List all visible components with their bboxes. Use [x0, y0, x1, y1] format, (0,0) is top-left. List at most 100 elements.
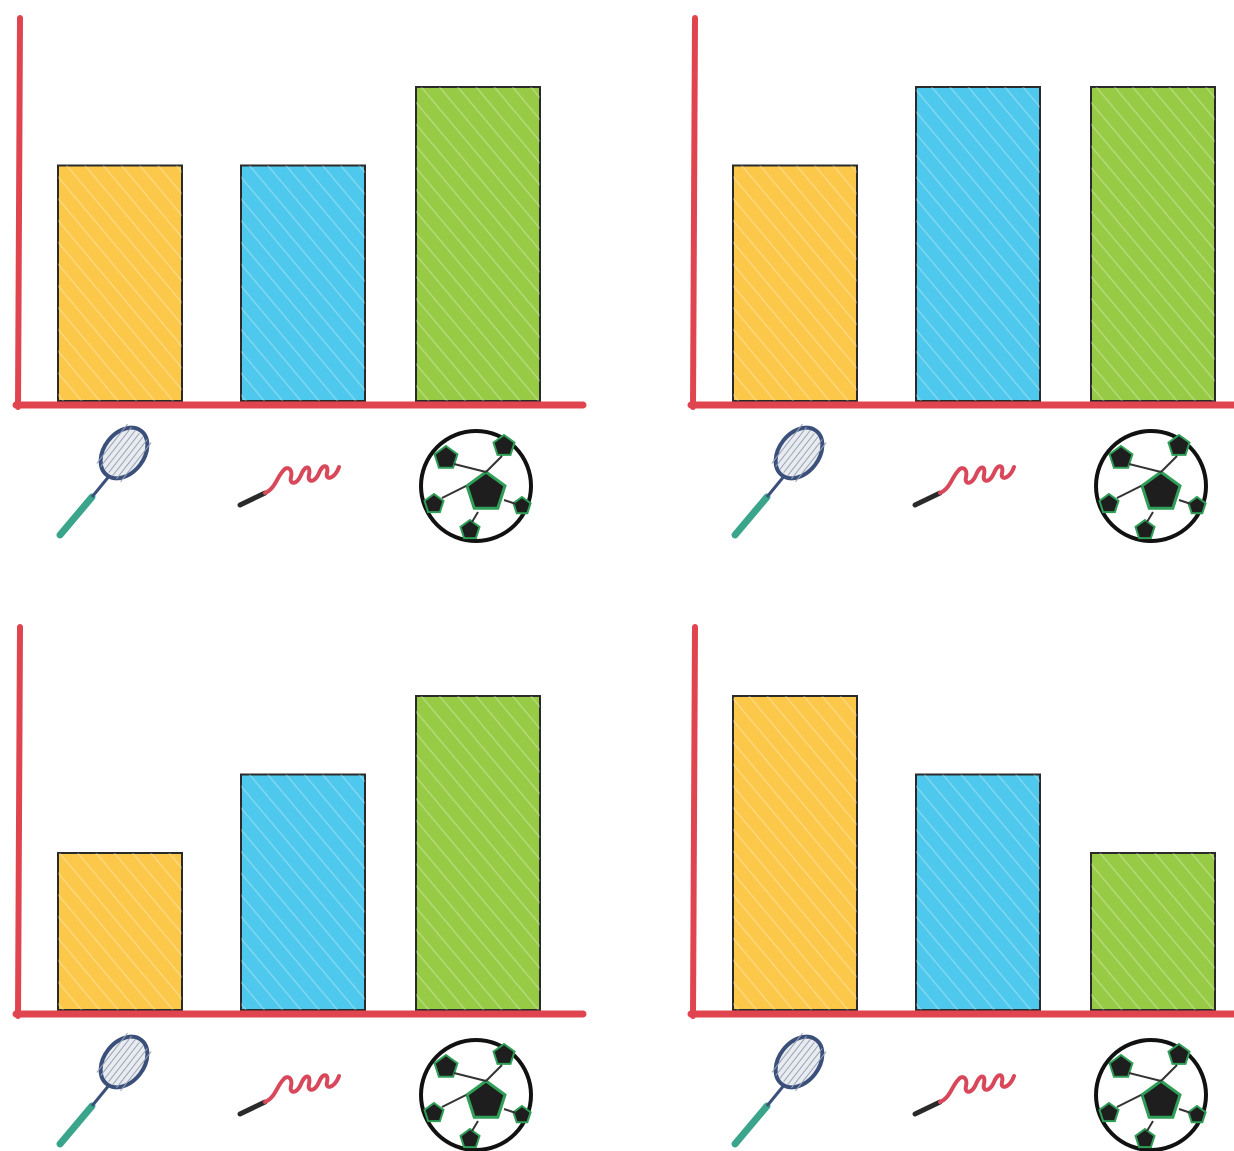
bar-hatch [916, 87, 1040, 401]
ball-seam [441, 1094, 467, 1108]
racket-grip [731, 1102, 771, 1148]
ball-seam [1128, 1072, 1162, 1082]
bar-hatch [58, 165, 182, 401]
racket-shaft [765, 474, 787, 498]
ball-panel [423, 492, 445, 514]
bar-hatch [733, 696, 857, 1010]
ball-panel [1140, 470, 1182, 510]
bar-hatch [241, 165, 365, 401]
rope-handle [912, 1099, 943, 1117]
ball-seam [1178, 1108, 1192, 1114]
ball-panel [1098, 1101, 1120, 1123]
racket-string [104, 429, 136, 470]
ball-panel [1134, 518, 1156, 540]
racket-string [779, 1038, 811, 1079]
ball-seam [503, 499, 517, 505]
racket-string [795, 442, 827, 483]
racket-icon [56, 423, 152, 539]
ball-panel [492, 433, 516, 456]
y-axis [15, 15, 23, 410]
bar [57, 852, 183, 1011]
ball-panel [492, 1042, 516, 1065]
bar-hatch [416, 87, 540, 401]
racket-string [108, 432, 140, 474]
racket-grip [731, 493, 771, 539]
skipping-rope-icon [237, 464, 341, 508]
racket-grip [56, 493, 96, 539]
ball-seam [485, 455, 503, 473]
ball-seam [471, 1120, 479, 1132]
ball-seam [1116, 485, 1142, 499]
rope-coil [938, 1073, 1016, 1104]
ball-panel [1187, 495, 1207, 515]
ball-seam [1178, 499, 1192, 505]
bar [915, 773, 1041, 1011]
bar [732, 164, 858, 402]
racket-string [112, 1045, 144, 1086]
racket-string [791, 439, 823, 480]
ball-panel [512, 495, 532, 515]
bar [240, 773, 366, 1011]
racket-string [775, 426, 807, 467]
football-icon [1094, 429, 1208, 543]
football-icon [1094, 1038, 1208, 1151]
ball-seam [1160, 455, 1178, 473]
bar-hatch [733, 165, 857, 401]
skipping-rope-icon [912, 464, 1016, 508]
ball-seam [1146, 1120, 1154, 1132]
chart-panel [12, 624, 587, 1151]
rope-handle [912, 490, 943, 508]
racket-string [787, 1045, 819, 1086]
ball-panel [423, 1101, 445, 1123]
rope-coil [263, 464, 341, 495]
racket-string [100, 426, 132, 467]
bar [415, 695, 541, 1011]
football-icon [419, 1038, 533, 1151]
ball-seam [1128, 463, 1162, 473]
ball-seam [485, 1064, 503, 1082]
bar [415, 86, 541, 402]
racket-icon [731, 1032, 827, 1148]
ball-seam [1160, 1064, 1178, 1082]
ball-panel [1187, 1104, 1207, 1124]
ball-panel [465, 1079, 507, 1119]
racket-string [779, 429, 811, 470]
bar [915, 86, 1041, 402]
racket-shaft [765, 1083, 787, 1107]
racket-grip [56, 1102, 96, 1148]
racket-string [116, 1048, 148, 1089]
rope-handle [237, 1099, 268, 1117]
ball-seam [1146, 511, 1154, 523]
racket-string [775, 1035, 807, 1076]
chart-panel [12, 15, 587, 543]
ball-panel [1167, 1042, 1191, 1065]
ball-seam [471, 511, 479, 523]
ball-panel [1108, 444, 1134, 469]
bar-hatch [916, 774, 1040, 1010]
ball-panel [459, 1127, 481, 1149]
ball-seam [453, 463, 487, 473]
bar-hatch [1091, 87, 1215, 401]
football-icon [419, 429, 533, 543]
skipping-rope-icon [237, 1073, 341, 1117]
bar [1090, 86, 1216, 402]
bar [240, 164, 366, 402]
chart-panel [687, 15, 1234, 543]
racket-string [120, 1051, 152, 1092]
bar-hatch [241, 774, 365, 1010]
rope-coil [263, 1073, 341, 1104]
racket-string [795, 1051, 827, 1092]
bar [732, 695, 858, 1011]
ball-panel [1098, 492, 1120, 514]
racket-string [783, 432, 815, 474]
ball-seam [503, 1108, 517, 1114]
ball-panel [465, 470, 507, 510]
racket-string [108, 1041, 140, 1083]
racket-string [783, 1041, 815, 1083]
bar [1090, 852, 1216, 1011]
ball-panel [459, 518, 481, 540]
bar-hatch [416, 696, 540, 1010]
ball-panel [1134, 1127, 1156, 1149]
skipping-rope-icon [912, 1073, 1016, 1117]
